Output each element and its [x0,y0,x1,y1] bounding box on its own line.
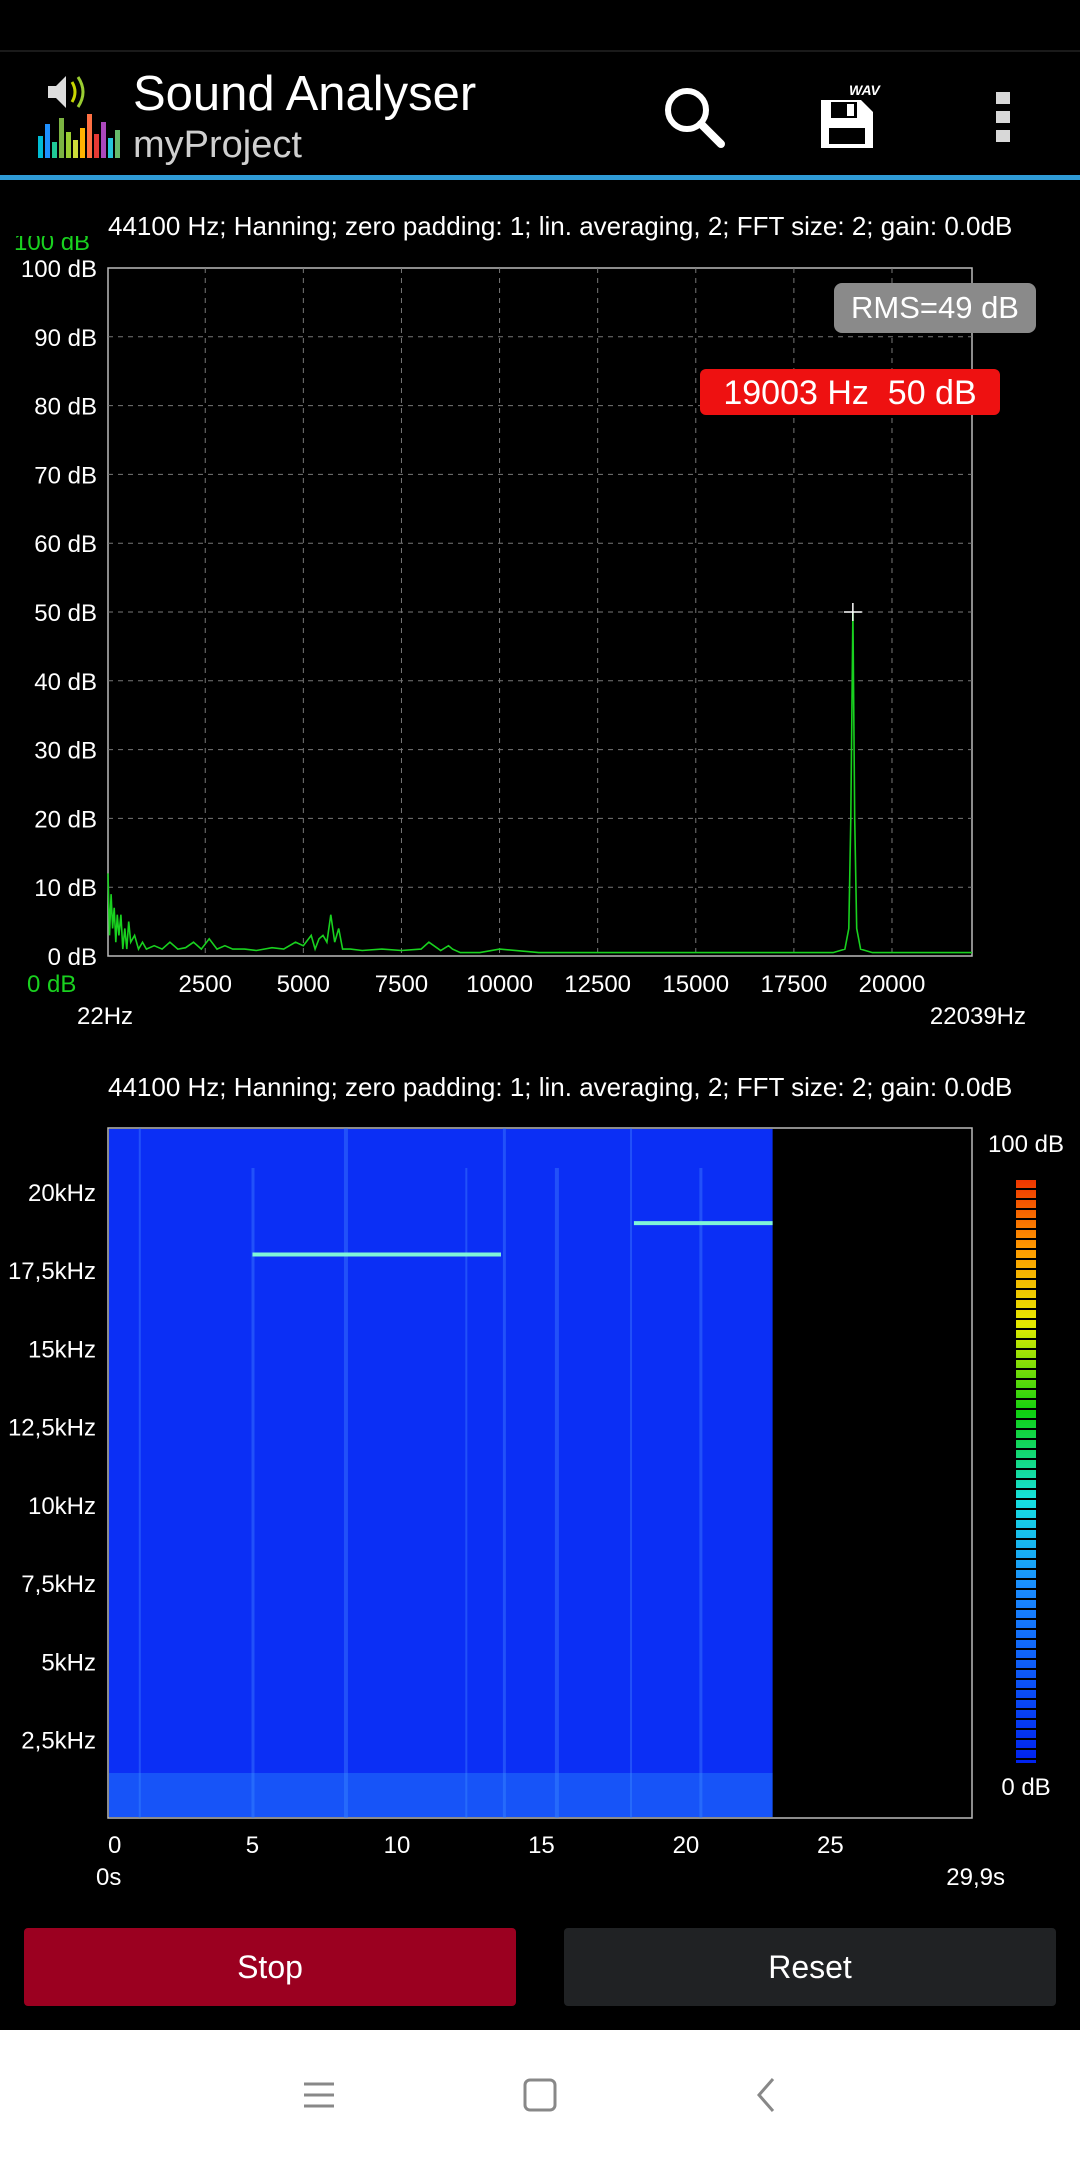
nav-home-button[interactable] [495,2055,585,2135]
spectrum-y-tick-label: 60 dB [34,531,97,558]
home-icon [523,2078,557,2112]
peak-badge: 19003 Hz 50 dB [723,374,976,412]
system-nav-bar [0,2030,1080,2160]
nav-menu-button[interactable] [274,2055,364,2135]
spectrogram-x-tick-label: 15 [528,1832,555,1859]
spectrum-settings-info: 44100 Hz; Hanning; zero padding: 1; lin.… [108,211,1013,241]
speaker-equalizer-icon [34,72,124,162]
spectrum-y-tick-label: 80 dB [34,394,97,421]
eq-bar [73,140,78,158]
colorbar-segments [1016,1178,1036,1763]
spectrogram-noise-streak [138,1128,141,1818]
eq-bar [94,134,99,158]
app-bar: Sound Analyser myProject WAV [0,52,1080,180]
eq-bar [87,114,92,158]
spectrum-y-tick-label: 40 dB [34,669,97,696]
spectrum-y-tick-label: 30 dB [34,738,97,765]
eq-bar [108,138,113,158]
spectrogram-x-tick-label: 20 [673,1832,700,1859]
stop-button[interactable]: Stop [24,1928,516,2006]
spectrum-y-tick-label: 90 dB [34,325,97,352]
spectrogram-y-tick-label: 7,5kHz [21,1571,96,1598]
spectrogram-noise-streak [554,1168,559,1818]
search-button[interactable] [654,77,734,157]
peak-cursor-icon [843,603,862,621]
spectrum-x-tick-label: 12500 [564,971,631,998]
spectrogram-x-tick-label: 10 [384,1832,411,1859]
spectrogram-y-tick-label: 5kHz [41,1649,96,1676]
rms-badge-bg [834,283,1036,333]
eq-bar [115,130,120,158]
spectrogram-chart[interactable]: 2,5kHz 5kHz 7,5kHz 10kHz 12,5kHz 15kHz 17,5kHz… [0,1110,1080,1890]
spectrum-y-tick-label: 70 dB [34,462,97,489]
eq-bar [52,142,57,158]
spectrum-series-line [107,611,972,954]
spectrum-x-tick-label: 5000 [277,971,330,998]
spectrum-chart[interactable]: 100 dB 0 dB 0 dB 10 dB 20 dB 30 dB 40 dB 50 d… [0,236,1080,1036]
save-wav-icon: WAV [821,82,882,148]
time-min-label: 0s [96,1864,121,1890]
eq-bar [59,118,64,158]
app-bar-divider [0,175,1080,180]
nav-back-button[interactable] [722,2055,812,2135]
spectrogram-x-tick-label: 25 [817,1832,844,1859]
spectrum-x-tick-label: 20000 [859,971,926,998]
reset-button[interactable]: Reset [564,1928,1056,2006]
spectrogram-noise-streak [502,1128,506,1818]
project-name: myProject [133,124,302,166]
spectrum-y-tick-label: 50 dB [34,600,97,627]
spectrogram-noise-streak [699,1168,703,1818]
eq-bar [45,124,50,158]
spectrum-bottom-green-label: 0 dB [27,971,76,998]
x-max-frequency-label: 22039Hz [930,1003,1026,1030]
time-max-label: 29,9s [946,1864,1005,1890]
eq-bar [80,128,85,158]
spectrogram-y-tick-label: 12,5kHz [8,1415,96,1442]
eq-bar [66,132,71,158]
eq-bar [38,136,43,158]
spectrogram-y-tick-label: 2,5kHz [21,1728,96,1755]
more-vert-icon [996,92,1010,142]
spectrum-x-tick-label: 7500 [375,971,428,998]
spectrum-y-tick-label: 10 dB [34,875,97,902]
spectrogram-x-tick-label: 0 [108,1832,121,1859]
spectrogram-low-frequency-band [109,1773,773,1817]
menu-icon [304,2082,334,2108]
status-bar [0,0,1080,52]
save-wav-badge: WAV [849,82,882,98]
colorbar-bottom-label: 0 dB [1001,1774,1050,1801]
peak-badge-bg [700,369,1000,415]
spectrum-y-tick-label: 20 dB [34,806,97,833]
rms-badge: RMS=49 dB [851,290,1019,325]
overflow-menu-button[interactable] [963,77,1043,157]
spectrogram-noise-streak [343,1128,348,1818]
colorbar-top-label: 100 dB [988,1131,1064,1158]
app-title: Sound Analyser [133,67,477,121]
spectrum-x-tick-label: 10000 [466,971,533,998]
spectrum-top-green-label: 100 dB [14,236,90,256]
spectrogram-settings-info: 44100 Hz; Hanning; zero padding: 1; lin.… [108,1072,1013,1102]
save-wav-button[interactable]: WAV [808,77,888,157]
spectrogram-noise-streak [465,1168,468,1818]
spectrum-x-tick-label: 17500 [761,971,828,998]
spectrum-x-tick-label: 2500 [179,971,232,998]
x-min-frequency-label: 22Hz [77,1003,133,1030]
spectrogram-noise-streak [251,1168,255,1818]
spectrum-y-tick-label: 100 dB [21,256,97,283]
spectrum-x-tick-label: 15000 [662,971,729,998]
spectrogram-y-tick-label: 20kHz [28,1180,96,1207]
spectrum-y-tick-label: 0 dB [48,944,97,971]
spectrogram-noise-streak [630,1128,633,1818]
spectrogram-y-tick-label: 15kHz [28,1336,96,1363]
spectrogram-y-tick-label: 10kHz [28,1493,96,1520]
search-icon [665,88,725,148]
eq-bar [101,122,106,158]
spectrogram-recorded-area [109,1129,773,1817]
spectrogram-x-tick-label: 5 [246,1832,259,1859]
back-icon [757,2078,775,2112]
spectrogram-y-tick-label: 17,5kHz [8,1258,96,1285]
